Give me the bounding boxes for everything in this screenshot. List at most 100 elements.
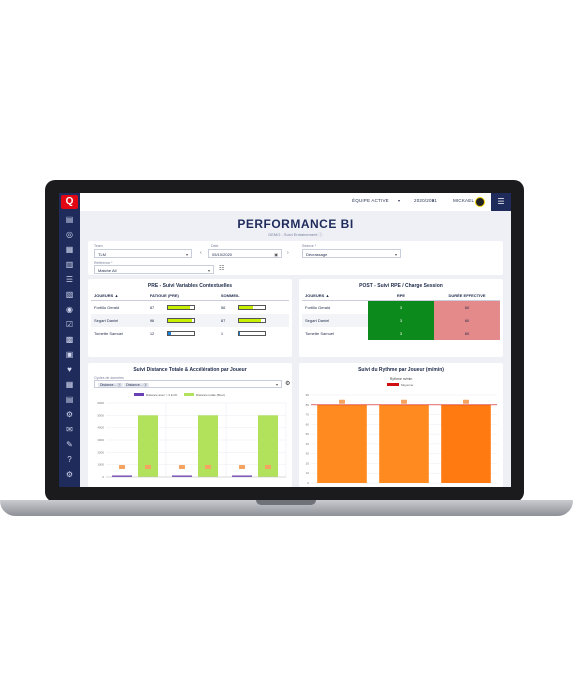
app-logo[interactable]: Q: [61, 195, 78, 209]
sommeil-bar: [237, 331, 266, 336]
table-icon[interactable]: ▦: [65, 380, 74, 389]
legend-swatch: [184, 393, 194, 396]
pre-panel-title: PRE - Suivi Variables Contextuelles: [147, 283, 233, 289]
session-select[interactable]: Décrassage ▾: [302, 249, 401, 258]
col-joueurs[interactable]: JOUEURS ▲: [91, 291, 147, 301]
data-label-badge: [205, 465, 211, 469]
table-row: Fortillo Gerald 87 56: [91, 301, 289, 315]
info-icon[interactable]: ⓘ: [318, 232, 323, 237]
y-tick-label: 10: [306, 471, 310, 475]
gear-icon[interactable]: ⚙: [65, 470, 74, 479]
y-tick-label: 2000: [97, 450, 104, 454]
bar-rythme: [441, 404, 491, 483]
chip-label: Distance...: [126, 383, 143, 387]
team-select[interactable]: TLM ▾: [94, 249, 192, 258]
chat-icon[interactable]: ✎: [66, 440, 73, 449]
player-name: Segart Daniel: [91, 314, 147, 327]
ref-label: Référence *: [94, 261, 113, 265]
y-tick-label: 0: [102, 475, 104, 479]
duree-cell: 60: [434, 300, 500, 314]
chip-1[interactable]: Distance... ⓧ: [98, 383, 124, 387]
mail-icon[interactable]: ✉: [66, 425, 73, 434]
list-icon[interactable]: ☰: [65, 275, 74, 284]
season-chevron-icon[interactable]: ▾: [432, 198, 435, 203]
player-name: Fortillo Gerald: [94, 305, 120, 310]
calendar-icon[interactable]: ▣: [274, 252, 278, 257]
sommeil-bar-cell: [234, 314, 289, 327]
user-name[interactable]: MICKAEL: [453, 198, 475, 203]
y-tick-label: 70: [306, 413, 310, 417]
file-icon[interactable]: ▧: [65, 290, 74, 299]
session-label: Séance *: [302, 244, 317, 248]
chip-2[interactable]: Distance... ⓧ: [124, 383, 150, 387]
bar-distance-accel: [232, 475, 252, 477]
distance-chart: Distance avec > 3 km/h Distance totale (B…: [97, 393, 287, 479]
player-name: Tomette Samuel: [94, 331, 123, 336]
chip-label: Distance...: [100, 383, 117, 387]
bar-distance-totale: [198, 415, 218, 477]
data-label-badge: [239, 465, 245, 469]
legend-label: Rythme m/min: [390, 377, 413, 381]
date-value: 05/10/2020: [212, 252, 233, 257]
team-value: TLM: [98, 252, 106, 257]
post-panel-title: POST - Suivi RPE / Charge Session: [359, 283, 443, 289]
date-label: Date: [211, 244, 219, 248]
duree-cell: 60: [434, 327, 500, 340]
fatigue-bar: [166, 318, 195, 323]
heart-icon[interactable]: ♥: [67, 365, 72, 374]
team-label: Team: [94, 244, 103, 248]
data-label-badge: [179, 465, 185, 469]
sliders-icon[interactable]: ☰: [491, 193, 511, 211]
team-selector[interactable]: ÉQUIPE ACTIVE: [352, 198, 389, 203]
settings-icon[interactable]: ⚙: [65, 410, 74, 419]
prev-date-icon[interactable]: ‹: [200, 250, 202, 256]
rythme-panel-title: Suivi du Rythme par Joueur (m/min): [358, 367, 444, 373]
col-joueurs[interactable]: JOUEURS ▲: [302, 291, 368, 301]
chart-icon[interactable]: ▥: [65, 260, 74, 269]
team-chevron-icon[interactable]: ▾: [398, 198, 401, 203]
player-name: Segart Daniel: [302, 314, 368, 327]
laptop-base: [0, 500, 573, 516]
avatar[interactable]: [475, 197, 485, 207]
y-tick-label: 1000: [97, 463, 104, 467]
ref-select[interactable]: Matche All ▾: [94, 265, 214, 274]
col-fatigue[interactable]: FATIGUE (PRE): [146, 291, 218, 301]
legend-label: Moyenne: [401, 383, 414, 387]
y-tick-label: 20: [306, 461, 310, 465]
sidebar: Q ▤ ◎ ▦ ▥ ☰ ▧ ◉ ☑ ▩ ▣ ♥ ▦ ▤ ⚙ ✉ ✎? ⚙: [59, 193, 80, 487]
settings-icon[interactable]: ⚙: [285, 381, 291, 387]
date-input[interactable]: 05/10/2020 ▣: [208, 249, 282, 258]
table-icon[interactable]: ☷: [219, 266, 225, 272]
camera-icon[interactable]: ◉: [66, 305, 73, 314]
calendar-icon[interactable]: ▦: [65, 245, 74, 254]
help-icon[interactable]: ?: [67, 455, 72, 464]
pre-table: JOUEURS ▲ FATIGUE (PRE) SOMMEIL Fortillo…: [91, 291, 289, 340]
sommeil-value: 56: [220, 305, 226, 310]
y-tick-label: 30: [306, 452, 310, 456]
col-duree[interactable]: DURÉE EFFECTIVE: [434, 291, 500, 301]
table-row: Tomette Samuel 3 60: [302, 327, 500, 340]
stats-icon[interactable]: ▩: [65, 335, 74, 344]
col-rpe[interactable]: RPE: [368, 291, 434, 301]
session-value: Décrassage: [306, 252, 328, 257]
table-row: Fortillo Gerald 3 60: [302, 300, 500, 314]
duree-cell: 60: [434, 314, 500, 327]
cycles-select[interactable]: Distance... ⓧ Distance... ⓧ ▾: [94, 380, 282, 388]
check-icon[interactable]: ☑: [65, 320, 74, 329]
doc-icon[interactable]: ▤: [65, 395, 74, 404]
season-selector[interactable]: 2020/2021: [414, 198, 438, 203]
clipboard-icon[interactable]: ▣: [65, 350, 74, 359]
data-label-badge: [145, 465, 151, 469]
legend-swatch: [134, 393, 144, 396]
home-icon[interactable]: ▤: [65, 215, 74, 224]
sommeil-value: 1: [220, 331, 224, 336]
users-icon[interactable]: ◎: [66, 230, 73, 239]
sommeil-bar: [237, 305, 266, 310]
col-sommeil[interactable]: SOMMEIL: [217, 291, 289, 301]
filters-card: Team TLM ▾ Date ‹ 05/10/2020 ▣ › Séance * …: [88, 241, 503, 275]
post-panel: POST - Suivi RPE / Charge Session JOUEUR…: [299, 279, 503, 357]
fatigue-bar-fill: [167, 319, 193, 322]
chevron-down-icon: ▾: [207, 268, 210, 273]
rythme-panel: Suivi du Rythme par Joueur (m/min) Rythm…: [299, 363, 503, 487]
next-date-icon[interactable]: ›: [287, 250, 289, 256]
